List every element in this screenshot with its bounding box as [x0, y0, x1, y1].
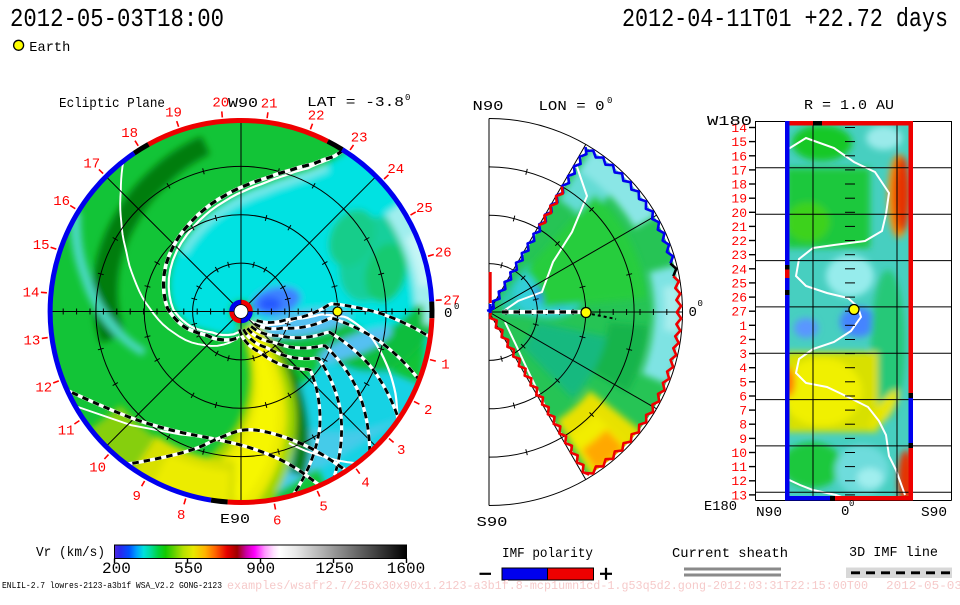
svg-text:1: 1 [739, 319, 747, 334]
svg-text:25: 25 [731, 276, 747, 291]
svg-text:12: 12 [35, 381, 52, 397]
svg-text:23: 23 [351, 131, 368, 147]
svg-text:0: 0 [841, 504, 849, 520]
svg-text:13: 13 [731, 488, 747, 503]
svg-text:Earth: Earth [29, 40, 70, 56]
svg-text:0: 0 [454, 302, 459, 312]
svg-text:26: 26 [731, 291, 747, 306]
svg-text:2012-04-11T01 +22.72 days: 2012-04-11T01 +22.72 days [622, 6, 948, 35]
svg-text:1600: 1600 [387, 560, 425, 578]
svg-text:20: 20 [212, 96, 229, 112]
svg-text:12: 12 [731, 474, 747, 489]
svg-text:14: 14 [731, 121, 747, 136]
svg-text:900: 900 [246, 560, 275, 578]
svg-text:25: 25 [416, 201, 433, 217]
svg-text:6: 6 [739, 390, 747, 405]
svg-text:0: 0 [698, 299, 703, 309]
svg-text:3D IMF line: 3D IMF line [849, 545, 938, 561]
svg-text:2: 2 [739, 333, 747, 348]
svg-text:24: 24 [387, 162, 404, 178]
svg-text:21: 21 [261, 96, 278, 112]
svg-text:N90: N90 [756, 505, 782, 521]
svg-text:0: 0 [849, 499, 854, 509]
svg-text:2012-05-03T18:00: 2012-05-03T18:00 [10, 6, 224, 35]
svg-text:14: 14 [23, 285, 40, 301]
svg-text:S90: S90 [921, 505, 947, 521]
svg-text:16: 16 [731, 149, 747, 164]
svg-text:W90: W90 [228, 96, 258, 112]
svg-text:Vr (km/s): Vr (km/s) [36, 545, 105, 561]
svg-text:23: 23 [731, 248, 747, 263]
svg-text:21: 21 [731, 220, 747, 235]
svg-text:15: 15 [731, 135, 747, 150]
svg-text:LON = 0: LON = 0 [539, 99, 605, 115]
svg-text:13: 13 [23, 334, 40, 350]
svg-text:E180: E180 [704, 499, 737, 515]
svg-text:6: 6 [273, 513, 281, 529]
svg-text:0: 0 [607, 96, 612, 106]
svg-text:S90: S90 [477, 515, 508, 531]
svg-text:examples/wsafr2.7/256x30x90x1.: examples/wsafr2.7/256x30x90x1.2123-a3b1f… [227, 579, 868, 593]
svg-text:9: 9 [132, 489, 140, 505]
svg-text:8: 8 [177, 508, 185, 524]
svg-text:19: 19 [165, 106, 182, 122]
svg-text:1250: 1250 [315, 560, 353, 578]
svg-text:10: 10 [731, 446, 747, 461]
svg-text:18: 18 [121, 126, 138, 142]
svg-text:7: 7 [739, 404, 747, 419]
svg-text:200: 200 [102, 560, 131, 578]
svg-text:18: 18 [731, 178, 747, 193]
svg-text:N90: N90 [473, 99, 504, 115]
svg-text:27: 27 [731, 305, 747, 320]
svg-text:0: 0 [444, 306, 452, 322]
svg-text:22: 22 [731, 234, 747, 249]
svg-text:ENLIL-2.7 lowres-2123-a3b1f WS: ENLIL-2.7 lowres-2123-a3b1f WSA_V2.2 GON… [2, 581, 222, 591]
svg-text:9: 9 [739, 432, 747, 447]
svg-text:11: 11 [58, 424, 75, 440]
svg-text:W180: W180 [707, 114, 752, 130]
svg-text:5: 5 [319, 500, 327, 516]
svg-text:8: 8 [739, 418, 747, 433]
svg-text:3: 3 [397, 443, 405, 459]
svg-text:19: 19 [731, 192, 747, 207]
svg-text:Ecliptic Plane: Ecliptic Plane [59, 96, 165, 112]
svg-text:26: 26 [435, 246, 452, 262]
svg-text:2: 2 [424, 403, 432, 419]
svg-text:E90: E90 [220, 512, 250, 528]
svg-text:LAT = -3.8: LAT = -3.8 [307, 95, 404, 111]
svg-text:16: 16 [53, 194, 70, 210]
svg-text:11: 11 [731, 460, 747, 475]
svg-text:22: 22 [308, 108, 325, 124]
svg-text:IMF polarity: IMF polarity [502, 546, 593, 562]
svg-text:20: 20 [731, 206, 747, 221]
svg-text:R = 1.0 AU: R = 1.0 AU [804, 98, 894, 114]
svg-text:2012-05-03: 2012-05-03 [886, 579, 960, 593]
svg-text:17: 17 [731, 163, 747, 178]
svg-text:27: 27 [443, 293, 460, 309]
svg-text:4: 4 [739, 361, 747, 376]
svg-text:0: 0 [689, 305, 697, 321]
svg-text:15: 15 [33, 238, 50, 254]
svg-text:3: 3 [739, 347, 747, 362]
svg-text:24: 24 [731, 262, 747, 277]
svg-text:10: 10 [89, 460, 106, 476]
svg-text:0: 0 [405, 93, 410, 103]
svg-text:4: 4 [361, 476, 369, 492]
svg-text:Current sheath: Current sheath [672, 546, 788, 562]
svg-text:1: 1 [441, 358, 449, 374]
svg-text:5: 5 [739, 375, 747, 390]
svg-text:17: 17 [83, 156, 100, 172]
svg-text:550: 550 [174, 560, 203, 578]
